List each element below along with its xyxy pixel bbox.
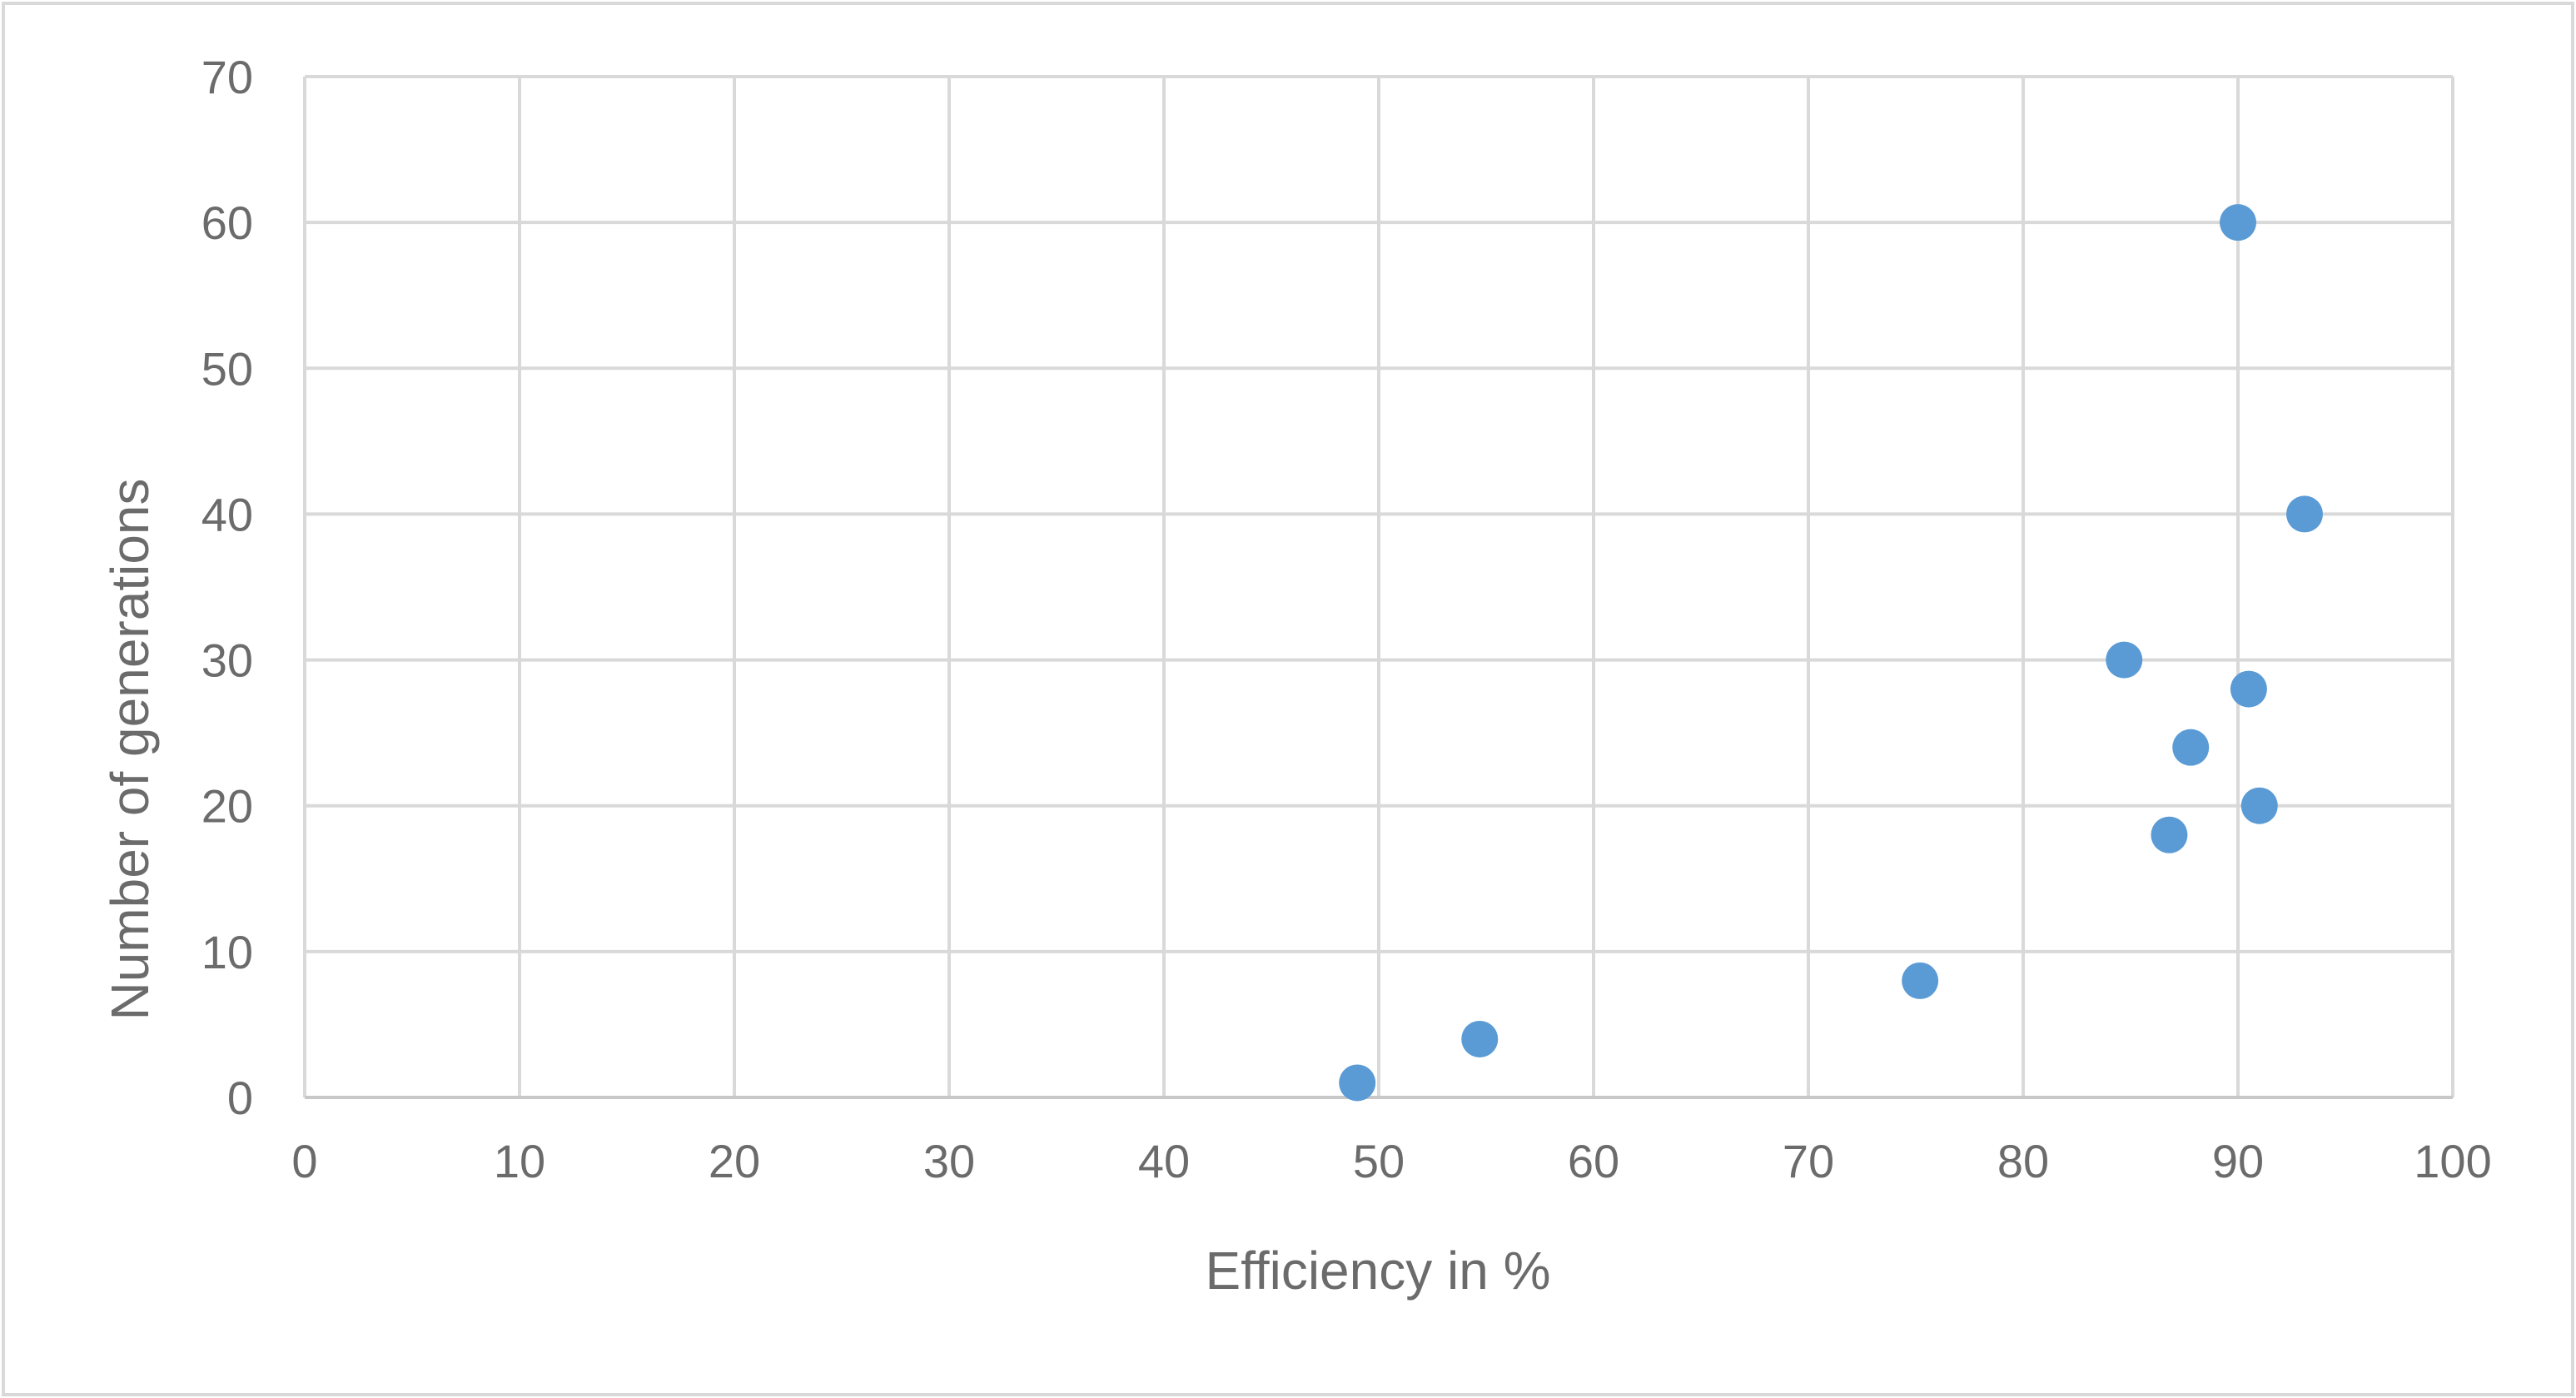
data-point <box>1339 1064 1376 1102</box>
y-tick-label: 40 <box>201 488 253 540</box>
data-point <box>2220 204 2256 241</box>
data-point <box>2106 641 2143 679</box>
x-tick-labels: 0 10 20 30 40 50 60 70 80 90 100 <box>291 1135 2491 1187</box>
x-tick-label: 10 <box>494 1135 545 1187</box>
y-tick-label: 0 <box>227 1072 253 1124</box>
data-point <box>2172 729 2210 766</box>
data-point <box>1902 962 1939 999</box>
y-tick-label: 50 <box>201 342 253 395</box>
x-tick-label: 90 <box>2212 1135 2264 1187</box>
x-tick-label: 40 <box>1138 1135 1190 1187</box>
y-tick-label: 20 <box>201 780 253 833</box>
data-point <box>1461 1020 1499 1057</box>
x-tick-label: 30 <box>923 1135 975 1187</box>
y-axis-title: Number of generations <box>100 478 160 1020</box>
data-point <box>2151 816 2188 853</box>
x-tick-label: 20 <box>709 1135 760 1187</box>
y-tick-label: 30 <box>201 634 253 687</box>
y-tick-label: 10 <box>201 926 253 978</box>
data-point <box>2285 495 2323 533</box>
data-point <box>2230 670 2267 708</box>
y-tick-labels: 0 10 20 30 40 50 60 70 <box>201 51 253 1124</box>
x-tick-label: 70 <box>1783 1135 1834 1187</box>
data-points <box>1339 204 2323 1102</box>
x-tick-label: 0 <box>291 1135 317 1187</box>
x-axis-title: Efficiency in % <box>1206 1241 1551 1301</box>
x-tick-label: 80 <box>1997 1135 2049 1187</box>
x-tick-label: 60 <box>1568 1135 1619 1187</box>
x-tick-label: 50 <box>1353 1135 1405 1187</box>
x-tick-label: 100 <box>2414 1135 2491 1187</box>
data-point <box>2240 787 2278 824</box>
y-tick-label: 70 <box>201 51 253 103</box>
y-tick-label: 60 <box>201 197 253 249</box>
